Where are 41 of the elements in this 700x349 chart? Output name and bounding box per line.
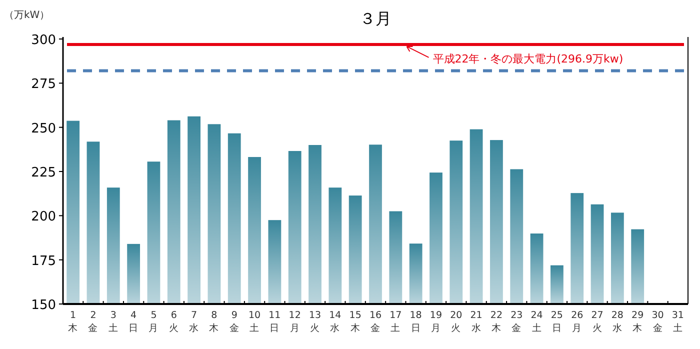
- x-tick-label: 19 月: [430, 310, 442, 334]
- chart-title: ３月: [360, 9, 392, 28]
- x-tick-label: 7 水: [189, 310, 200, 334]
- x-tick-label: 25 日: [550, 310, 563, 334]
- x-tick-label: 29 木: [632, 310, 644, 334]
- x-tick-label: 28 水: [611, 310, 624, 334]
- x-tick-label: 10 土: [248, 310, 261, 334]
- x-tick-label: 6 火: [168, 310, 179, 334]
- x-tick-label: 20 火: [450, 310, 462, 334]
- y-tick-label: 225: [31, 166, 56, 180]
- x-tick-label: 22 木: [490, 310, 503, 334]
- x-tick-label: 4 日: [128, 310, 139, 334]
- x-tick-label: 17 土: [390, 310, 402, 334]
- x-tick-label: 1 木: [68, 310, 78, 334]
- x-tick-label: 26 月: [571, 310, 584, 334]
- x-tick-label: 16 金: [369, 310, 382, 334]
- x-tick-label: 9 金: [229, 310, 240, 334]
- x-tick-label: 14 水: [329, 310, 342, 334]
- x-tick-label: 2 金: [88, 310, 98, 334]
- x-tick-label: 21 水: [470, 310, 482, 334]
- x-tick-label: 24 土: [530, 310, 543, 334]
- y-tick-label: 300: [31, 33, 56, 48]
- x-tick-label: 8 木: [209, 310, 220, 334]
- y-tick-label: 200: [31, 210, 56, 225]
- y-tick-label: 275: [31, 77, 56, 92]
- x-tick-label: 3 土: [108, 310, 118, 334]
- legend-label: 平成22年・冬の最大電力(296.9万kw): [432, 52, 624, 66]
- x-tick-label: 23 金: [510, 310, 523, 334]
- x-tick-label: 30 金: [652, 310, 664, 334]
- x-tick-label: 18 日: [410, 310, 422, 334]
- y-tick-label: 175: [31, 254, 56, 269]
- y-axis-title: （万kW）: [4, 10, 50, 21]
- x-tick-label: 31 土: [672, 310, 684, 334]
- x-tick-label: 5 月: [148, 310, 159, 334]
- y-tick-label: 150: [31, 298, 56, 313]
- x-tick-label: 11 日: [268, 310, 281, 334]
- x-tick-label: 15 木: [349, 310, 362, 334]
- x-tick-label: 13 火: [308, 310, 322, 334]
- y-tick-label: 250: [31, 121, 56, 136]
- x-tick-label: 12 月: [288, 310, 301, 334]
- x-tick-label: 27 火: [591, 310, 604, 334]
